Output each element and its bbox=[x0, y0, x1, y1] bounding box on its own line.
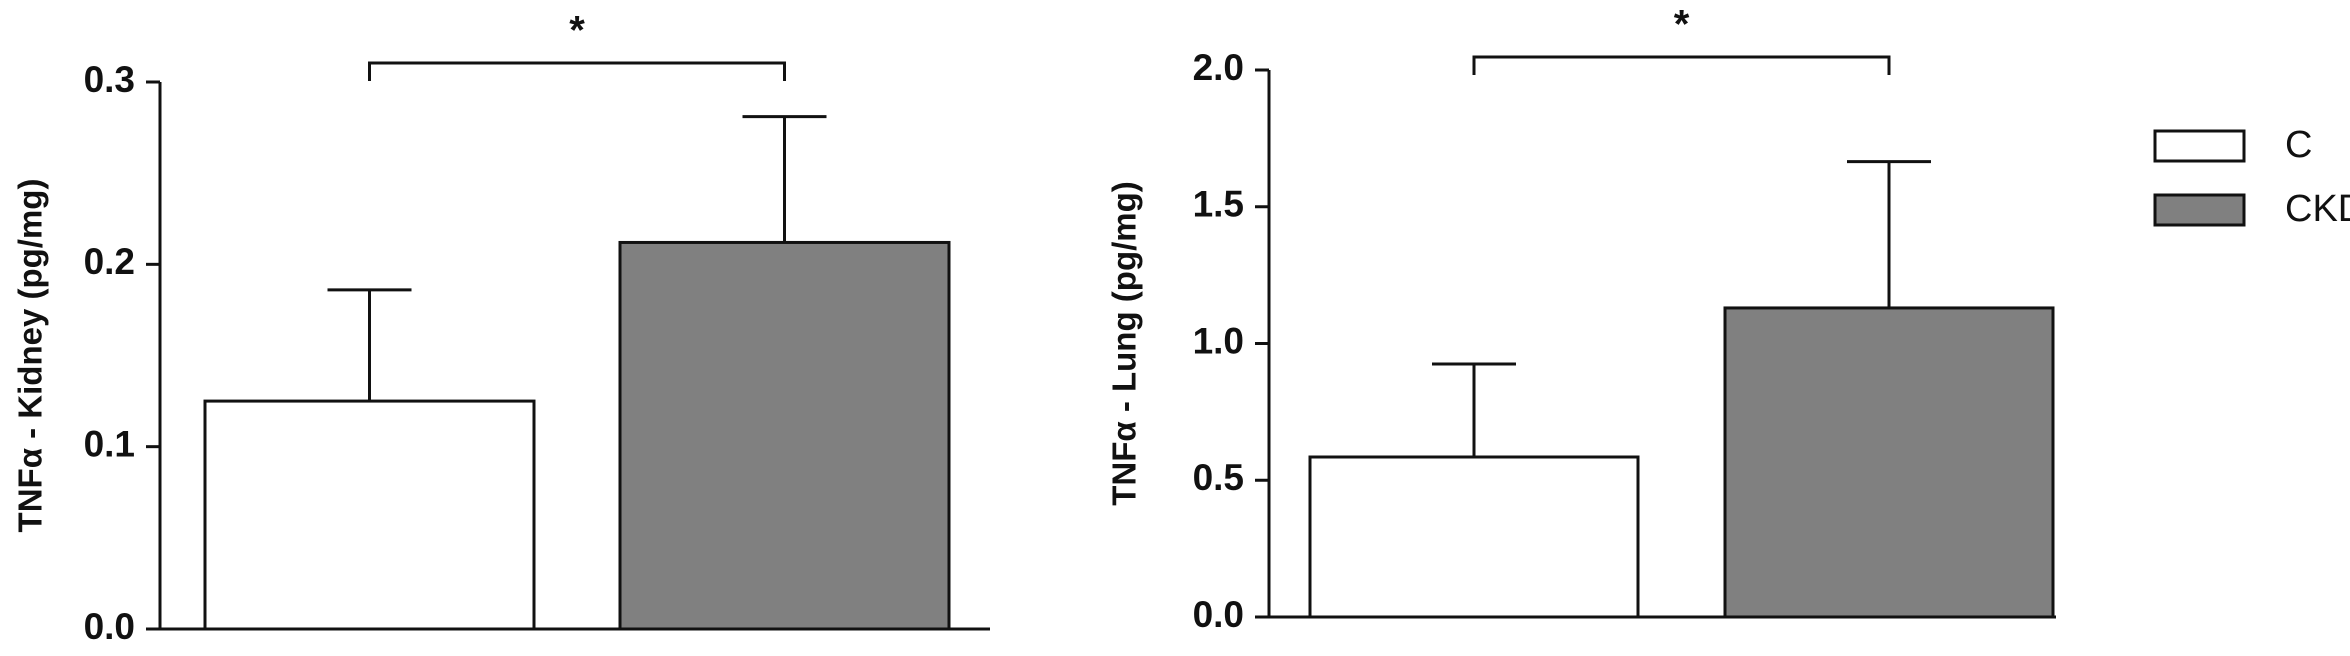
y-tick-label: 0.1 bbox=[84, 423, 135, 464]
y-tick-label: 0.3 bbox=[84, 59, 135, 100]
significance-star: * bbox=[569, 9, 585, 53]
legend-label: CKD bbox=[2285, 188, 2350, 230]
y-tick-label: 0.0 bbox=[1193, 594, 1244, 635]
y-tick-label: 2.0 bbox=[1193, 47, 1244, 88]
y-axis-label: TNFα - Kidney (pg/mg) bbox=[12, 179, 49, 533]
legend-label: C bbox=[2285, 124, 2312, 166]
y-axis-label: TNFα - Lung (pg/mg) bbox=[1106, 181, 1143, 506]
y-tick-label: 1.0 bbox=[1193, 320, 1244, 361]
legend-swatch bbox=[2153, 129, 2246, 163]
y-tick-label: 0.5 bbox=[1193, 457, 1244, 498]
y-tick-label: 1.5 bbox=[1193, 184, 1244, 225]
significance-bracket bbox=[368, 61, 786, 81]
bar bbox=[1308, 455, 1640, 619]
y-tick-label: 0.0 bbox=[84, 606, 135, 647]
bar bbox=[618, 240, 951, 631]
y-tick-label: 0.2 bbox=[84, 241, 135, 282]
legend-swatch bbox=[2153, 193, 2246, 227]
significance-star: * bbox=[1674, 3, 1690, 47]
significance-bracket bbox=[1472, 55, 1891, 75]
bar bbox=[1723, 306, 2055, 619]
bar bbox=[203, 399, 536, 631]
